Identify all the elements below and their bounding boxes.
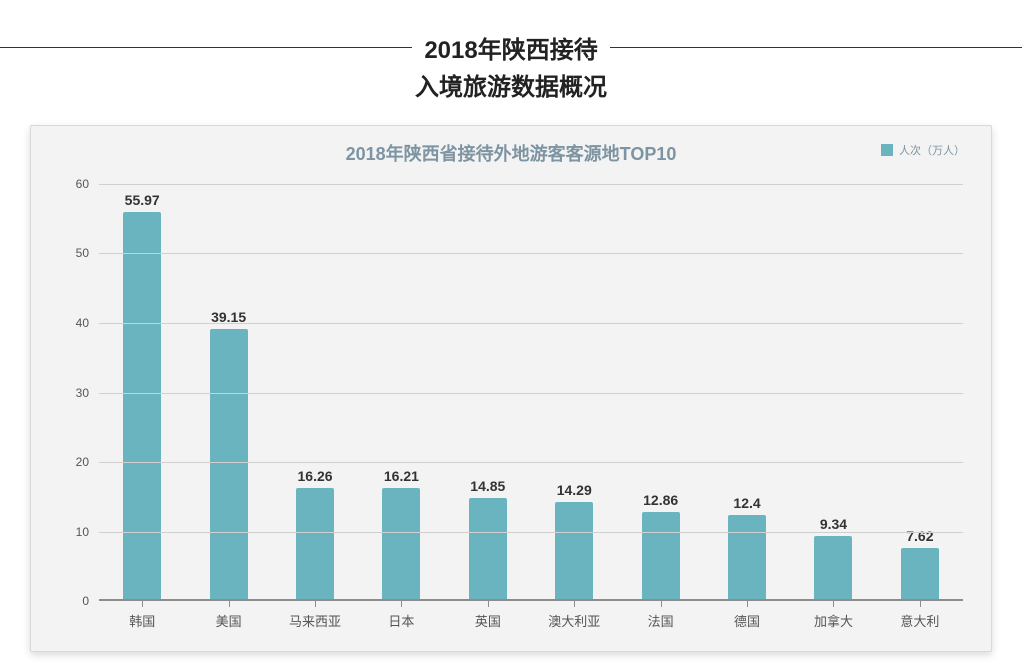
bar-value-label: 7.62 bbox=[906, 528, 933, 544]
x-axis-slot: 澳大利亚 bbox=[531, 601, 617, 651]
x-axis: 韩国 美国 马来西亚 日本 英国 澳大利亚 法国 德国 加拿大 意大利 bbox=[99, 601, 963, 651]
x-category-label: 加拿大 bbox=[814, 611, 853, 651]
x-category-label: 德国 bbox=[734, 611, 760, 651]
y-tick-label: 20 bbox=[76, 455, 89, 469]
y-tick-label: 60 bbox=[76, 177, 89, 191]
y-tick-label: 30 bbox=[76, 386, 89, 400]
y-tick-label: 50 bbox=[76, 246, 89, 260]
chart-title: 2018年陕西省接待外地游客客源地TOP10 bbox=[31, 140, 991, 166]
title-line1-wrap: 2018年陕西接待 bbox=[0, 30, 1022, 65]
plot-area: 55.9739.1516.2616.2114.8514.2912.8612.49… bbox=[99, 184, 963, 601]
x-category-label: 英国 bbox=[475, 611, 501, 651]
y-tick-label: 0 bbox=[82, 594, 89, 608]
x-tick bbox=[229, 601, 230, 607]
x-tick bbox=[574, 601, 575, 607]
bar bbox=[296, 488, 334, 601]
bar-value-label: 12.86 bbox=[643, 492, 678, 508]
legend-label: 人次（万人） bbox=[899, 142, 965, 158]
bar bbox=[469, 498, 507, 601]
x-axis-slot: 加拿大 bbox=[790, 601, 876, 651]
bar bbox=[901, 548, 939, 601]
x-axis-slot: 法国 bbox=[617, 601, 703, 651]
x-tick bbox=[401, 601, 402, 607]
x-category-label: 美国 bbox=[216, 611, 242, 651]
page-root: 2018年陕西接待 入境旅游数据概况 2018年陕西省接待外地游客客源地TOP1… bbox=[0, 0, 1022, 668]
x-axis-slot: 德国 bbox=[704, 601, 790, 651]
bar bbox=[728, 515, 766, 601]
x-axis-slot: 韩国 bbox=[99, 601, 185, 651]
y-tick-label: 40 bbox=[76, 316, 89, 330]
x-tick bbox=[488, 601, 489, 607]
bar-value-label: 55.97 bbox=[125, 192, 160, 208]
x-category-label: 澳大利亚 bbox=[548, 611, 600, 651]
bar-value-label: 12.4 bbox=[733, 495, 760, 511]
x-tick bbox=[747, 601, 748, 607]
x-category-label: 韩国 bbox=[129, 611, 155, 651]
x-category-label: 法国 bbox=[648, 611, 674, 651]
page-title-block: 2018年陕西接待 入境旅游数据概况 bbox=[0, 0, 1022, 102]
grid-line bbox=[99, 532, 963, 533]
bar bbox=[123, 212, 161, 601]
bar-value-label: 16.21 bbox=[384, 468, 419, 484]
x-category-label: 日本 bbox=[388, 611, 414, 651]
bar-value-label: 14.29 bbox=[557, 482, 592, 498]
chart-legend: 人次（万人） bbox=[881, 142, 965, 158]
title-rule-right bbox=[610, 47, 1022, 48]
x-category-label: 马来西亚 bbox=[289, 611, 341, 651]
x-axis-slot: 意大利 bbox=[877, 601, 963, 651]
x-axis-slot: 美国 bbox=[185, 601, 271, 651]
page-title-line2: 入境旅游数据概况 bbox=[0, 67, 1022, 102]
bar-value-label: 14.85 bbox=[470, 478, 505, 494]
legend-swatch bbox=[881, 144, 893, 156]
grid-line bbox=[99, 393, 963, 394]
bar bbox=[642, 512, 680, 601]
x-category-label: 意大利 bbox=[900, 611, 939, 651]
x-tick bbox=[833, 601, 834, 607]
bar bbox=[814, 536, 852, 601]
x-tick bbox=[920, 601, 921, 607]
bar-value-label: 16.26 bbox=[297, 468, 332, 484]
chart-card: 2018年陕西省接待外地游客客源地TOP10 人次（万人） 55.9739.15… bbox=[30, 125, 992, 652]
x-tick bbox=[661, 601, 662, 607]
page-title-line1: 2018年陕西接待 bbox=[412, 30, 609, 65]
bar bbox=[382, 488, 420, 601]
bar bbox=[210, 329, 248, 601]
x-axis-slot: 日本 bbox=[358, 601, 444, 651]
y-tick-label: 10 bbox=[76, 525, 89, 539]
grid-line bbox=[99, 184, 963, 185]
grid-line bbox=[99, 462, 963, 463]
grid-line bbox=[99, 323, 963, 324]
grid-line bbox=[99, 253, 963, 254]
bar bbox=[555, 502, 593, 601]
bar-value-label: 9.34 bbox=[820, 516, 847, 532]
x-axis-slot: 英国 bbox=[445, 601, 531, 651]
title-rule-left bbox=[0, 47, 412, 48]
x-tick bbox=[142, 601, 143, 607]
x-axis-slot: 马来西亚 bbox=[272, 601, 358, 651]
x-tick bbox=[315, 601, 316, 607]
